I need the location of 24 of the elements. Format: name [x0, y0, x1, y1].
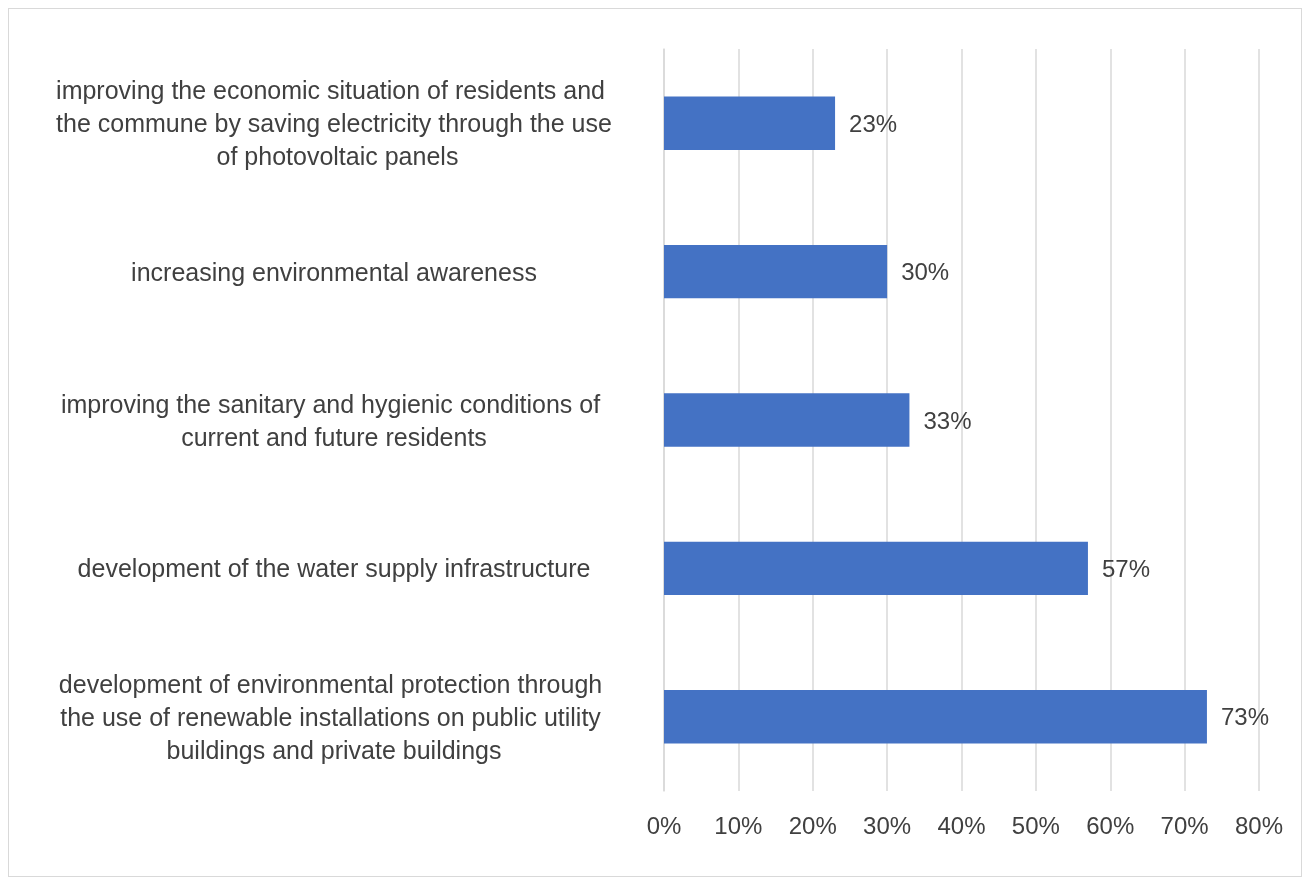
data-label: 57%: [1101, 554, 1150, 582]
data-label: 30%: [901, 258, 950, 286]
bar: [664, 96, 836, 150]
y-tick-label: development of the water supply infrastructure: [77, 554, 591, 583]
data-label: 73%: [1220, 703, 1269, 731]
bar: [664, 244, 888, 299]
x-tick-label: 40%: [937, 811, 986, 839]
bar: [664, 393, 910, 447]
x-tick-label: 0%: [646, 811, 682, 839]
x-tick-label: 80%: [1234, 811, 1284, 839]
x-tick-label: 60%: [1086, 811, 1135, 839]
y-tick-label: development of environmental protection through the use of renewable installations on public utility buildings and private buildings: [58, 669, 610, 764]
bar: [664, 541, 1088, 596]
data-label: 23%: [849, 109, 898, 137]
y-tick-label: increasing environmental awareness: [131, 257, 537, 286]
y-tick-label: improving the sanitary and hygienic conditions of current and future residents: [60, 389, 608, 451]
y-tick-label: improving the economic situation of residents and the commune by saving electricity through the use of photovoltaic panels: [56, 76, 612, 171]
bar: [664, 690, 1207, 744]
x-tick-label: 50%: [1011, 811, 1060, 839]
data-label: 33%: [923, 406, 972, 434]
x-tick-label: 30%: [863, 811, 912, 839]
x-tick-label: 20%: [788, 811, 837, 839]
x-tick-label: 70%: [1160, 811, 1209, 839]
x-tick-label: 10%: [714, 811, 763, 839]
